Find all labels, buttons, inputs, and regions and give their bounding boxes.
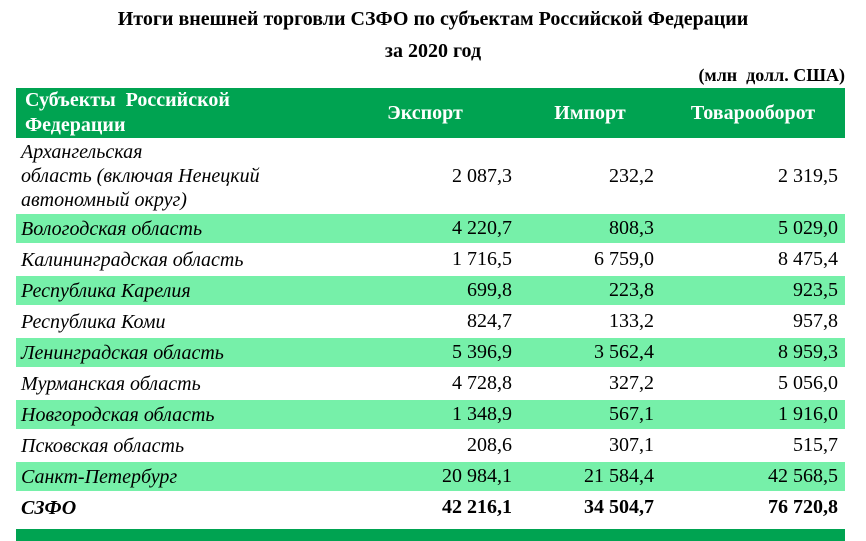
export-value-cell: 2 087,3 [452,164,512,187]
table-row: Псковская область 208,6 307,1 515,7 [16,431,845,460]
page: Итоги внешней торговли СЗФО по субъектам… [0,7,866,541]
header-row: Субъекты Российской Федерации Экспорт Им… [16,88,845,138]
import-value-cell: 223,8 [519,276,661,305]
turnover-value-cell: 5 029,0 [661,214,845,243]
table-row: Санкт-Петербург 20 984,1 21 584,4 42 568… [16,462,845,491]
import-value-cell: 133,2 [609,310,654,332]
import-value-cell: 6 759,0 [594,248,654,270]
col-header-turnover: Товарооборот [661,88,845,138]
export-value-cell: 4 220,7 [331,214,519,243]
import-value-cell: 327,2 [609,372,654,394]
col-header-subject: Субъекты Российской Федерации [16,88,331,138]
turnover-value-cell: 923,5 [661,276,845,305]
turnover-value-cell: 957,8 [793,310,838,332]
turnover-value-cell: 515,7 [793,434,838,456]
export-value-cell: 1 716,5 [452,248,512,270]
region-name-cell: Калининградская область [21,248,244,271]
region-name-cell: Республика Карелия [16,276,331,305]
import-value-cell: 21 584,4 [519,462,661,491]
report-title-line2: за 2020 год [384,40,482,62]
export-value-cell: 1 348,9 [331,400,519,429]
export-value-cell: 208,6 [467,434,512,456]
total-name-cell: СЗФО [21,496,77,519]
region-name-cell: Вологодская область [16,214,331,243]
table-row: Республика Карелия 699,8 223,8 923,5 [16,276,845,305]
region-name-cell: Республика Коми [21,310,166,333]
turnover-value-cell: 1 916,0 [661,400,845,429]
turnover-value-cell: 5 056,0 [778,372,838,394]
report-title-line1: Итоги внешней торговли СЗФО по субъектам… [117,8,749,30]
table-header: Субъекты Российской Федерации Экспорт Им… [16,88,845,138]
region-name-cell: Новгородская область [16,400,331,429]
turnover-value-cell: 2 319,5 [778,164,838,187]
import-value-cell: 567,1 [519,400,661,429]
turnover-value-cell: 42 568,5 [661,462,845,491]
export-value-cell: 5 396,9 [331,338,519,367]
col-header-import: Импорт [519,88,661,138]
turnover-value-cell: 8 959,3 [661,338,845,367]
units-note: (млн долл. США) [698,65,845,85]
region-name-cell: Санкт-Петербург [16,462,331,491]
export-value-cell: 824,7 [467,310,512,332]
trade-table: Субъекты Российской Федерации Экспорт Им… [16,86,845,524]
table-row: Мурманская область 4 728,8 327,2 5 056,0 [16,369,845,398]
export-value-cell: 4 728,8 [452,372,512,394]
region-name-cell: Ленинградская область [16,338,331,367]
table-row-total: СЗФО 42 216,1 34 504,7 76 720,8 [16,493,845,522]
import-value-cell: 3 562,4 [519,338,661,367]
table-row: Ленинградская область 5 396,9 3 562,4 8 … [16,338,845,367]
import-value-cell: 808,3 [519,214,661,243]
total-turnover-cell: 76 720,8 [768,496,838,518]
total-export-cell: 42 216,1 [442,496,512,518]
total-import-cell: 34 504,7 [584,496,654,518]
region-name-cell: Архангельская область (включая Ненецкий … [21,141,260,211]
col-header-export: Экспорт [331,88,519,138]
bottom-accent-bar [16,529,845,541]
import-value-cell: 307,1 [609,434,654,456]
table-row: Вологодская область 4 220,7 808,3 5 029,… [16,214,845,243]
export-value-cell: 20 984,1 [331,462,519,491]
region-name-cell: Мурманская область [21,372,201,395]
import-value-cell: 232,2 [609,164,654,187]
table-row: Новгородская область 1 348,9 567,1 1 916… [16,400,845,429]
region-name-cell: Псковская область [21,434,185,457]
table-row: Республика Коми 824,7 133,2 957,8 [16,307,845,336]
table-row: Архангельская область (включая Ненецкий … [16,140,845,212]
table-row: Калининградская область 1 716,5 6 759,0 … [16,245,845,274]
export-value-cell: 699,8 [331,276,519,305]
turnover-value-cell: 8 475,4 [778,248,838,270]
